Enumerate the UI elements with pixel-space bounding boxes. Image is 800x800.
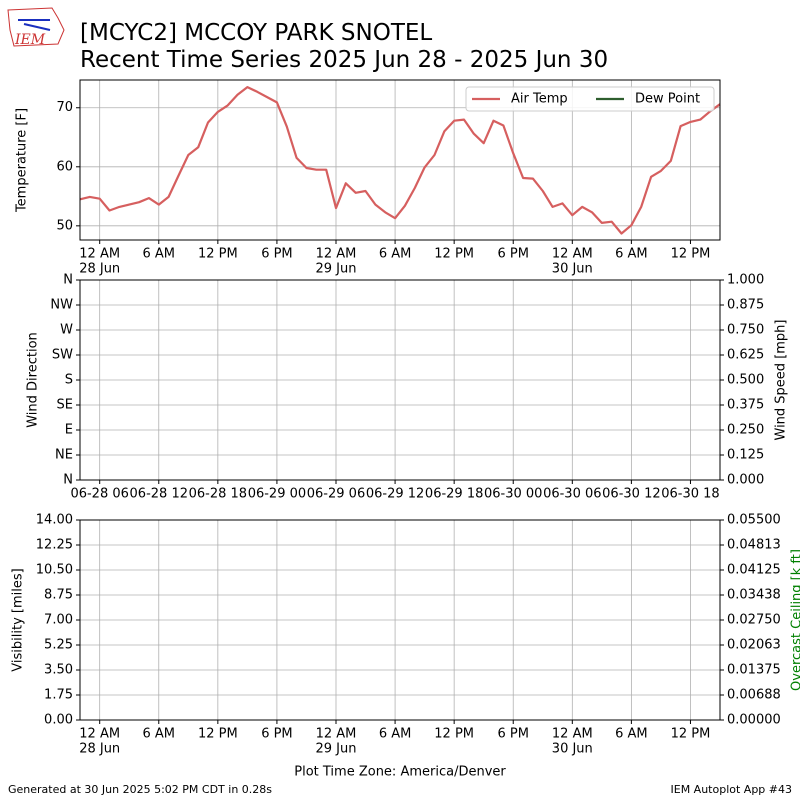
y-tick-label: SW	[52, 348, 73, 363]
x-tick-date: 30 Jun	[552, 742, 593, 757]
logo: IEM	[7, 7, 65, 48]
y-tick-label: W	[60, 323, 73, 338]
chart-subtitle: Recent Time Series 2025 Jun 28 - 2025 Ju…	[80, 47, 608, 73]
chart-title: [MCYC2] MCCOY PARK SNOTEL	[80, 20, 432, 46]
plot-frame	[79, 279, 721, 481]
x-tick-label: 6 AM	[615, 247, 648, 262]
y-tick-label: 10.50	[36, 563, 73, 578]
x-tick-date: 28 Jun	[79, 742, 120, 757]
x-tick-label: 6 PM	[497, 727, 528, 742]
x-tick-label: 06-30 12	[602, 487, 660, 502]
x-tick-label: 6 AM	[379, 727, 412, 742]
y-axis-label: Temperature [F]	[15, 108, 30, 213]
x-tick-label: 6 PM	[261, 727, 292, 742]
plot-frame	[79, 79, 721, 241]
x-tick-label: 12 PM	[671, 247, 711, 262]
x-tick-label: 12 PM	[198, 247, 238, 262]
x-tick-label: 12 PM	[671, 727, 711, 742]
y2-tick-label: 0.04125	[727, 563, 781, 578]
y-tick-label: 7.00	[44, 613, 73, 628]
x-axis-label: Plot Time Zone: America/Denver	[294, 765, 506, 780]
x-tick-date: 29 Jun	[316, 262, 357, 277]
x-tick-label: 12 PM	[434, 247, 474, 262]
x-tick-label: 06-28 12	[130, 487, 188, 502]
legend-box	[465, 86, 715, 112]
x-tick-label: 6 PM	[261, 247, 292, 262]
x-tick-label: 06-29 18	[425, 487, 483, 502]
y-tick-label: 5.25	[44, 638, 73, 653]
x-tick-label: 06-29 00	[248, 487, 306, 502]
y-tick-label: 60	[56, 159, 73, 174]
y-tick-label: SE	[57, 398, 73, 413]
y2-axis-label: Wind Speed [mph]	[774, 320, 789, 441]
y-axis-label: Visibility [miles]	[11, 568, 26, 671]
x-tick-label: 12 AM	[552, 247, 593, 262]
x-tick-date: 29 Jun	[316, 742, 357, 757]
x-tick-label: 12 AM	[79, 727, 120, 742]
y-tick-label: E	[65, 423, 73, 438]
x-tick-date: 28 Jun	[79, 262, 120, 277]
x-tick-label: 06-29 12	[366, 487, 424, 502]
y2-tick-label: 0.02063	[727, 638, 781, 653]
logo-text: IEM	[14, 32, 46, 48]
y-tick-label: 3.50	[44, 663, 73, 678]
legend-label: Air Temp	[511, 92, 568, 107]
y-tick-label: 14.00	[36, 513, 73, 528]
x-tick-label: 12 AM	[79, 247, 120, 262]
y-tick-label: 12.25	[36, 538, 73, 553]
y2-tick-label: 0.500	[727, 373, 764, 388]
y2-tick-label: 0.05500	[727, 513, 781, 528]
y2-tick-label: 1.000	[727, 273, 764, 288]
legend-label: Dew Point	[635, 92, 700, 107]
y2-tick-label: 0.875	[727, 298, 764, 313]
x-tick-date: 30 Jun	[552, 262, 593, 277]
x-tick-label: 6 PM	[497, 247, 528, 262]
y-tick-label: 0.00	[44, 713, 73, 728]
y-tick-label: N	[63, 473, 73, 488]
x-tick-label: 06-28 06	[70, 487, 128, 502]
x-tick-label: 6 AM	[143, 247, 176, 262]
x-tick-label: 06-30 06	[543, 487, 601, 502]
x-tick-label: 6 AM	[379, 247, 412, 262]
y2-tick-label: 0.00000	[727, 713, 781, 728]
x-tick-label: 06-30 00	[484, 487, 542, 502]
y2-tick-label: 0.01375	[727, 663, 781, 678]
x-tick-label: 12 PM	[198, 727, 238, 742]
y-tick-label: 50	[56, 218, 73, 233]
x-tick-label: 12 AM	[316, 247, 357, 262]
y2-axis-label: Overcast Ceiling [k ft]	[790, 549, 800, 691]
x-tick-label: 6 AM	[615, 727, 648, 742]
footer-right: IEM Autoplot App #43	[671, 783, 793, 796]
y2-tick-label: 0.02750	[727, 613, 781, 628]
y2-tick-label: 0.00688	[727, 688, 781, 703]
y2-tick-label: 0.04813	[727, 538, 781, 553]
footer-left: Generated at 30 Jun 2025 5:02 PM CDT in …	[8, 783, 272, 796]
y-tick-label: 70	[56, 100, 73, 115]
y-axis-label: Wind Direction	[26, 332, 41, 428]
y-tick-label: 1.75	[44, 688, 73, 703]
x-tick-label: 06-28 18	[189, 487, 247, 502]
y-tick-label: 8.75	[44, 588, 73, 603]
x-tick-label: 06-29 06	[307, 487, 365, 502]
x-tick-label: 12 PM	[434, 727, 474, 742]
x-tick-label: 06-30 18	[661, 487, 719, 502]
y-tick-label: S	[65, 373, 73, 388]
plot-frame	[79, 519, 721, 721]
y2-tick-label: 0.000	[727, 473, 764, 488]
y2-tick-label: 0.375	[727, 398, 764, 413]
x-tick-label: 6 AM	[143, 727, 176, 742]
y-tick-label: NW	[50, 298, 73, 313]
y2-tick-label: 0.750	[727, 323, 764, 338]
logo-line	[23, 23, 51, 31]
y-tick-label: NE	[55, 448, 73, 463]
y2-tick-label: 0.625	[727, 348, 764, 363]
y2-tick-label: 0.03438	[727, 588, 781, 603]
y2-tick-label: 0.250	[727, 423, 764, 438]
x-tick-label: 12 AM	[552, 727, 593, 742]
y2-tick-label: 0.125	[727, 448, 764, 463]
y-tick-label: N	[63, 273, 73, 288]
data-line	[79, 86, 721, 235]
x-tick-label: 12 AM	[316, 727, 357, 742]
